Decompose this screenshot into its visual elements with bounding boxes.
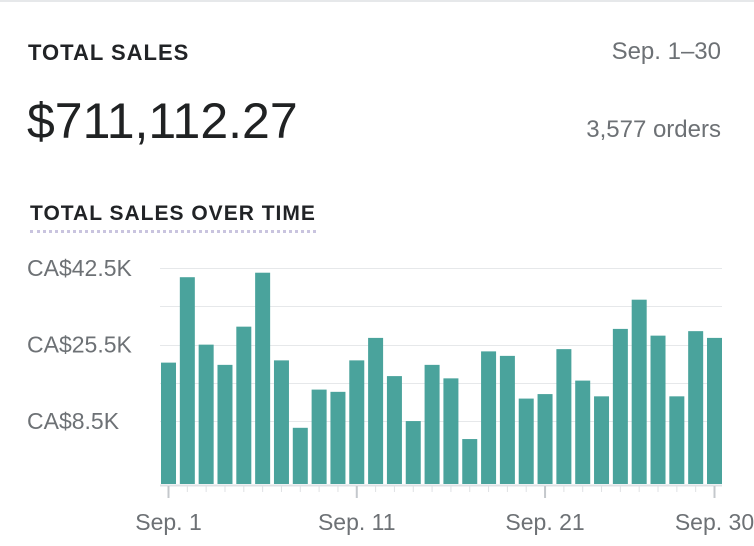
chart-x-axis xyxy=(160,484,722,498)
bar-sep-2 xyxy=(179,277,195,484)
bar-sep-6 xyxy=(255,272,271,484)
bar-sep-3 xyxy=(198,344,214,484)
bar-sep-16 xyxy=(443,378,459,484)
y-tick-label: CA$25.5K xyxy=(27,332,133,358)
bar-sep-27 xyxy=(650,335,666,484)
bar-sep-29 xyxy=(688,331,704,484)
bar-sep-15 xyxy=(424,364,440,484)
orders-count: 3,577 orders xyxy=(586,116,721,143)
bar-sep-21 xyxy=(537,394,553,484)
x-tick-label: Sep. 21 xyxy=(505,509,584,535)
bar-sep-7 xyxy=(273,360,289,484)
bar-sep-14 xyxy=(405,421,421,484)
chart-title-link[interactable]: TOTAL SALES OVER TIME xyxy=(30,202,316,233)
bar-sep-11 xyxy=(349,360,365,484)
bar-sep-10 xyxy=(330,391,346,484)
bar-sep-30 xyxy=(707,337,722,484)
x-tick-label: Sep. 30 xyxy=(675,509,754,535)
chart-bars xyxy=(161,272,722,484)
bar-sep-22 xyxy=(556,349,572,484)
bar-sep-5 xyxy=(236,326,252,484)
date-range-label: Sep. 1–30 xyxy=(611,38,721,65)
bar-sep-19 xyxy=(499,355,515,484)
bar-sep-28 xyxy=(669,396,685,484)
bar-sep-9 xyxy=(311,389,327,484)
chart-x-axis-labels: Sep. 1 Sep. 11 Sep. 21 Sep. 30 xyxy=(135,509,754,535)
chart-gridlines xyxy=(160,268,722,422)
x-tick-label: Sep. 11 xyxy=(318,509,396,535)
bar-sep-20 xyxy=(518,398,534,484)
y-tick-label: CA$8.5K xyxy=(27,408,120,434)
total-sales-value: $711,112.27 xyxy=(27,93,298,149)
bar-sep-1 xyxy=(161,362,176,484)
bar-sep-26 xyxy=(631,299,647,484)
bar-sep-25 xyxy=(612,328,628,484)
bar-sep-24 xyxy=(594,396,610,484)
bar-sep-18 xyxy=(481,351,497,484)
bar-sep-13 xyxy=(386,376,402,484)
bar-sep-12 xyxy=(368,337,384,484)
bar-sep-8 xyxy=(292,427,308,484)
bar-sep-17 xyxy=(462,439,478,484)
chart-y-axis-labels: CA$42.5K CA$25.5K CA$8.5K xyxy=(27,255,133,434)
card-title: TOTAL SALES xyxy=(28,40,190,65)
card-top-border xyxy=(0,0,754,2)
bar-sep-23 xyxy=(575,380,591,484)
bar-sep-4 xyxy=(217,364,233,484)
y-tick-label: CA$42.5K xyxy=(27,255,133,281)
x-tick-label: Sep. 1 xyxy=(135,509,202,535)
